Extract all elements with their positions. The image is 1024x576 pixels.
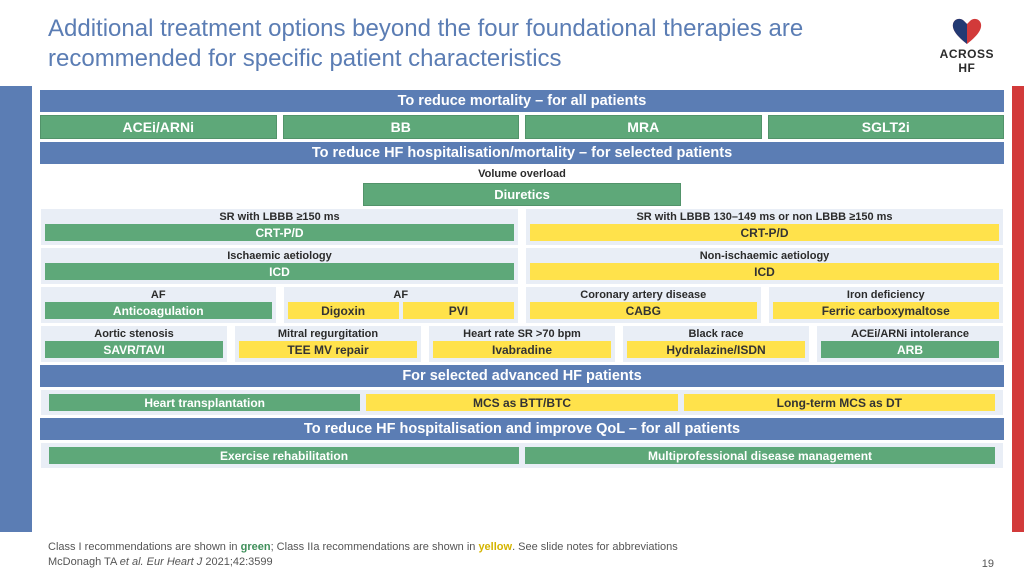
diagram-content: To reduce mortality – for all patients A… <box>32 86 1012 532</box>
section3-header: For selected advanced HF patients <box>40 365 1004 387</box>
footnote-yellow: yellow <box>478 541 512 553</box>
cond-lbbb-130: SR with LBBB 130–149 ms or non LBBB ≥150… <box>526 209 1003 245</box>
anticoag-pill: Anticoagulation <box>45 302 272 319</box>
footnote-text: ; Class IIa recommendations are shown in <box>271 541 479 553</box>
foundational-pill-1: BB <box>283 115 520 139</box>
cond-lbbb-150: SR with LBBB ≥150 ms CRT-P/D <box>41 209 518 245</box>
slide-title: Additional treatment options beyond the … <box>48 14 868 74</box>
mcs-dt-pill: Long-term MCS as DT <box>684 394 995 411</box>
logo-text-2: HF <box>958 62 975 74</box>
cond-label: Non-ischaemic aetiology <box>530 250 999 262</box>
crt-pd-yellow: CRT-P/D <box>530 224 999 241</box>
right-accent-bar <box>1012 86 1024 532</box>
left-accent-bar <box>0 86 32 532</box>
citation-ref: 2021;42:3599 <box>205 556 272 568</box>
cond-hr70: Heart rate SR >70 bpm Ivabradine <box>429 326 615 362</box>
icd-green: ICD <box>45 263 514 280</box>
section1-header: To reduce mortality – for all patients <box>40 90 1004 112</box>
cond-label: SR with LBBB ≥150 ms <box>45 211 514 223</box>
brand-logo: ACROSS HF <box>940 16 994 74</box>
savr-tavi-pill: SAVR/TAVI <box>45 341 223 358</box>
cond-af-1: AF Anticoagulation <box>41 287 276 323</box>
cond-non-ischaemic: Non-ischaemic aetiology ICD <box>526 248 1003 284</box>
cabg-pill: CABG <box>530 302 757 319</box>
pvi-pill: PVI <box>403 302 514 319</box>
footer: Class I recommendations are shown in gre… <box>48 540 994 570</box>
mcs-btt-pill: MCS as BTT/BTC <box>366 394 677 411</box>
ivabradine-pill: Ivabradine <box>433 341 611 358</box>
footnote-green: green <box>241 541 271 553</box>
diuretics-pill: Diuretics <box>363 183 682 206</box>
exercise-rehab-pill: Exercise rehabilitation <box>49 447 519 464</box>
foundational-pill-2: MRA <box>525 115 762 139</box>
ferric-pill: Ferric carboxymaltose <box>773 302 1000 319</box>
multiprof-pill: Multiprofessional disease management <box>525 447 995 464</box>
logo-text-1: ACROSS <box>940 48 994 60</box>
cond-label: Black race <box>627 328 805 340</box>
cond-label: AF <box>45 289 272 301</box>
heart-icon <box>950 16 984 46</box>
cond-af-2: AF Digoxin PVI <box>284 287 519 323</box>
crt-pd-green: CRT-P/D <box>45 224 514 241</box>
citation-author: McDonagh TA <box>48 556 120 568</box>
tee-mv-pill: TEE MV repair <box>239 341 417 358</box>
cond-label: Aortic stenosis <box>45 328 223 340</box>
page-number: 19 <box>982 558 994 570</box>
cond-label: Iron deficiency <box>773 289 1000 301</box>
hydralazine-pill: Hydralazine/ISDN <box>627 341 805 358</box>
cond-label: ACEi/ARNi intolerance <box>821 328 999 340</box>
cond-intolerance: ACEi/ARNi intolerance ARB <box>817 326 1003 362</box>
heart-tx-pill: Heart transplantation <box>49 394 360 411</box>
citation-journal: et al. Eur Heart J <box>120 556 206 568</box>
section2-header: To reduce HF hospitalisation/mortality –… <box>40 142 1004 164</box>
cond-aortic: Aortic stenosis SAVR/TAVI <box>41 326 227 362</box>
footnote-text: . See slide notes for abbreviations <box>512 541 678 553</box>
digoxin-pill: Digoxin <box>288 302 399 319</box>
section4-header: To reduce HF hospitalisation and improve… <box>40 418 1004 440</box>
footnote-text: Class I recommendations are shown in <box>48 541 241 553</box>
arb-pill: ARB <box>821 341 999 358</box>
cond-black-race: Black race Hydralazine/ISDN <box>623 326 809 362</box>
cond-label: SR with LBBB 130–149 ms or non LBBB ≥150… <box>530 211 999 223</box>
cond-label: Mitral regurgitation <box>239 328 417 340</box>
cond-label: AF <box>288 289 515 301</box>
foundational-pill-0: ACEi/ARNi <box>40 115 277 139</box>
cond-label: Coronary artery disease <box>530 289 757 301</box>
cond-label: Heart rate SR >70 bpm <box>433 328 611 340</box>
cond-iron: Iron deficiency Ferric carboxymaltose <box>769 287 1004 323</box>
cond-mitral: Mitral regurgitation TEE MV repair <box>235 326 421 362</box>
icd-yellow: ICD <box>530 263 999 280</box>
cond-cad: Coronary artery disease CABG <box>526 287 761 323</box>
foundational-pill-3: SGLT2i <box>768 115 1005 139</box>
cond-label: Ischaemic aetiology <box>45 250 514 262</box>
cond-ischaemic: Ischaemic aetiology ICD <box>41 248 518 284</box>
volume-overload-label: Volume overload <box>40 167 1004 180</box>
